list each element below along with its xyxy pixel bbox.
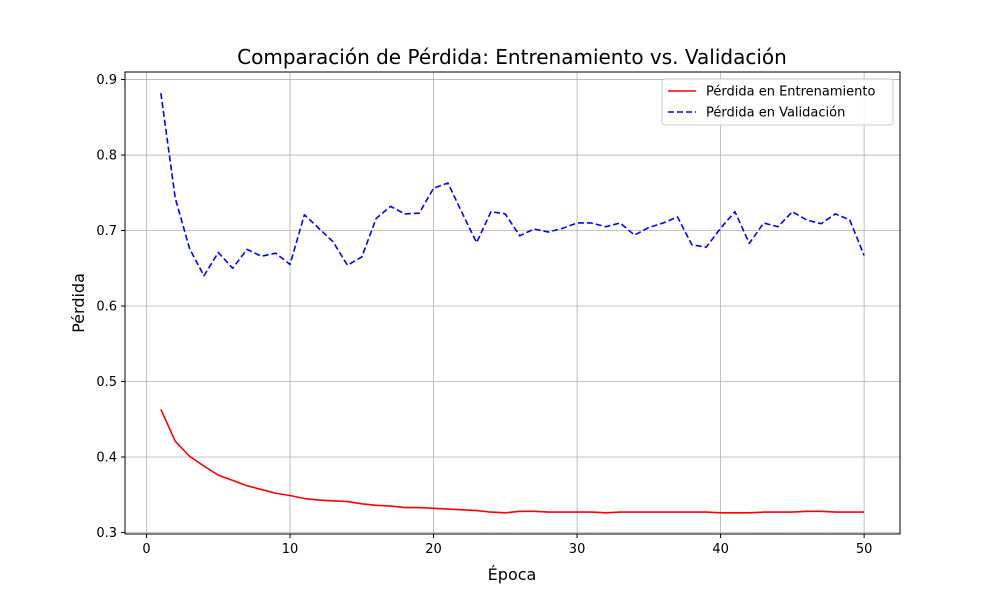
y-tick-label: 0.7 <box>96 224 117 239</box>
x-tick-label: 50 <box>856 542 873 557</box>
x-tick-label: 0 <box>142 542 150 557</box>
x-tick-label: 10 <box>282 542 299 557</box>
legend-item-label: Pérdida en Entrenamiento <box>706 85 875 100</box>
legend-box <box>661 78 894 126</box>
grid <box>125 72 900 534</box>
y-tick-label: 0.5 <box>96 375 117 390</box>
x-tick-label: 30 <box>569 542 586 557</box>
legend-item-label: Pérdida en Validación <box>706 106 845 121</box>
y-tick-label: 0.9 <box>96 73 117 88</box>
x-tick-label: 20 <box>425 542 442 557</box>
y-axis-label: Pérdida <box>69 273 88 333</box>
x-axis-label: Época <box>488 565 537 584</box>
x-tick-label: 40 <box>712 542 729 557</box>
y-tick-label: 0.8 <box>96 149 117 164</box>
ticks: 0 10 20 30 40 50 0.3 0.4 0.5 0.6 0.7 0.8 0.9 <box>96 73 872 557</box>
y-tick-label: 0.3 <box>96 526 117 541</box>
training-loss-line <box>160 409 865 514</box>
chart-title: Comparación de Pérdida: Entrenamiento vs… <box>237 45 787 69</box>
y-tick-label: 0.4 <box>96 451 117 466</box>
series-layer <box>160 93 865 514</box>
legend: Pérdida en Entrenamiento Pérdida en Valid… <box>661 78 894 126</box>
plot-frame <box>124 71 901 535</box>
validation-loss-line <box>160 93 865 277</box>
y-tick-label: 0.6 <box>96 300 117 315</box>
